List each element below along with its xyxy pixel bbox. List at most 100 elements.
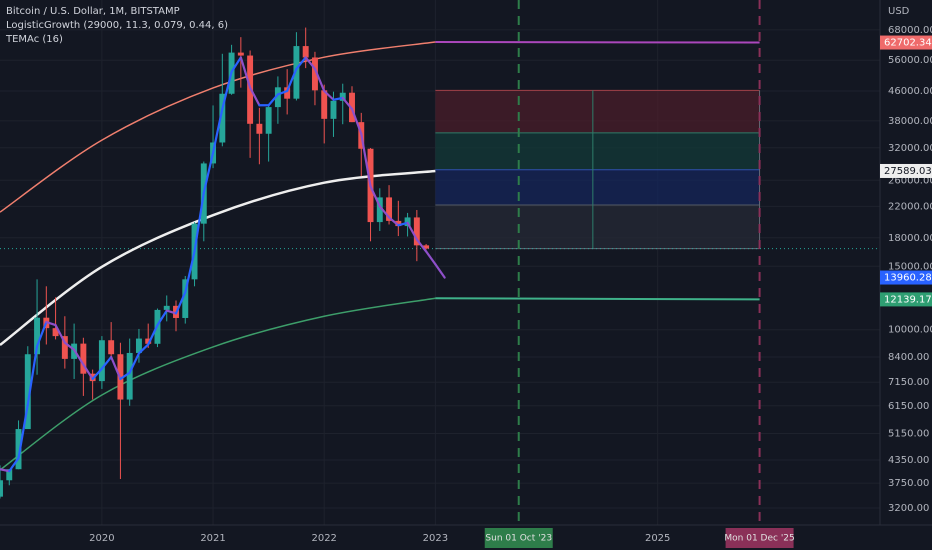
- grid: [0, 0, 880, 525]
- candle-body: [265, 107, 272, 134]
- zone: [435, 204, 760, 249]
- chart-title: Bitcoin / U.S. Dollar, 1M, BITSTAMP: [6, 6, 180, 17]
- candle-body: [108, 340, 115, 355]
- tema-line: [82, 363, 94, 381]
- tema-line: [221, 70, 233, 111]
- x-tick-label: 2021: [200, 533, 225, 544]
- axes: 68000.00 56000.00 46000.00 38000.00 32000.00…: [89, 25, 932, 548]
- price-label: 13960.28: [884, 273, 932, 284]
- y-tick-label: 7150.00: [888, 377, 929, 388]
- price-label-bg: [880, 35, 932, 50]
- candle-body: [423, 245, 430, 249]
- curve: [0, 297, 436, 471]
- y-tick-label: 3750.00: [888, 478, 929, 489]
- tema-line: [128, 352, 141, 374]
- y-tick-label: 26000.00: [888, 175, 932, 186]
- x-tick-label: 2020: [89, 533, 114, 544]
- tema-line: [17, 403, 29, 460]
- y-tick-label: 46000.00: [888, 86, 932, 97]
- y-tick-label: 22000.00: [888, 201, 932, 212]
- y-tick-label: 56000.00: [888, 55, 932, 66]
- marker-label-bg: [484, 528, 553, 548]
- candle-body: [386, 197, 393, 221]
- tema-line: [295, 56, 307, 70]
- price-label-bg: [880, 163, 932, 178]
- y-tick-label: 3200.00: [888, 503, 929, 514]
- tema-line: [100, 355, 113, 370]
- candle-body: [404, 217, 411, 227]
- x-tick-label: 2023: [423, 533, 448, 544]
- tema-line: [165, 309, 178, 315]
- tema-line: [73, 348, 85, 366]
- candle-body: [98, 340, 105, 382]
- candle-body: [256, 123, 263, 134]
- candle-body: [395, 220, 402, 227]
- price-label-bg: [880, 292, 932, 307]
- plot: [0, 0, 880, 525]
- y-tick-label: 8400.00: [888, 352, 929, 363]
- y-tick-label: 38000.00: [888, 116, 932, 127]
- tema-line: [211, 107, 224, 154]
- tema-line: [434, 263, 446, 279]
- tema-line: [54, 324, 66, 344]
- tema-line: [137, 343, 150, 355]
- y-tick-label: 18000.00: [888, 233, 932, 244]
- candle-body: [330, 100, 337, 119]
- tema-line: [378, 205, 391, 219]
- curve: [0, 169, 436, 346]
- tema-line: [119, 371, 131, 381]
- candle-body: [219, 93, 226, 143]
- candle-body: [274, 87, 281, 108]
- tema-line: [397, 221, 409, 227]
- tema-line: [193, 191, 205, 253]
- tema-line: [332, 96, 344, 101]
- marker-label-bg: [725, 528, 794, 548]
- x-tick-label: 2025: [645, 533, 670, 544]
- y-tick-label: 4350.00: [888, 455, 929, 466]
- tema-line: [91, 367, 103, 381]
- tema-line: [286, 67, 298, 93]
- marker-label: Mon 01 Dec '25: [724, 534, 794, 544]
- tema-line: [45, 320, 57, 327]
- projection: [435, 297, 760, 301]
- tema-line: [387, 216, 400, 227]
- indicator-label: LogisticGrowth (29000, 11.3, 0.079, 0.44…: [6, 20, 228, 31]
- tema-line: [350, 107, 363, 135]
- y-tick-label: 6150.00: [888, 401, 929, 412]
- tema-line: [239, 56, 252, 89]
- candle-body: [80, 343, 87, 374]
- y-tick-label: 5150.00: [888, 429, 929, 440]
- candle-body: [302, 46, 309, 58]
- tema-line: [202, 151, 215, 194]
- candle-body: [52, 328, 59, 337]
- tema-line: [147, 324, 159, 346]
- candle-body: [24, 354, 31, 430]
- y-tick-label: 32000.00: [888, 143, 932, 154]
- candle-body: [413, 217, 420, 246]
- curve: [0, 41, 436, 213]
- tema-line: [174, 291, 187, 315]
- zone: [435, 90, 760, 133]
- tema-line: [341, 96, 354, 111]
- price-label: 27589.03: [884, 166, 932, 177]
- candle-body: [61, 336, 68, 359]
- candle-body: [0, 480, 3, 497]
- candle-body: [163, 305, 170, 310]
- tema-line: [249, 86, 261, 107]
- y-tick-label: 68000.00: [888, 25, 932, 36]
- tema-line: [184, 250, 196, 294]
- tema-line: [156, 309, 168, 327]
- candle-body: [15, 429, 22, 470]
- tema-line: [425, 250, 437, 266]
- candle-body: [339, 92, 346, 101]
- candle-body: [182, 279, 189, 318]
- tema-line: [0, 468, 11, 473]
- tema-line: [276, 89, 289, 96]
- candle-body: [135, 338, 142, 353]
- price-label: 62702.34: [884, 38, 932, 49]
- candle-body: [145, 338, 152, 344]
- candle-body: [311, 57, 318, 91]
- indicator-label: TEMAc (16): [5, 34, 63, 45]
